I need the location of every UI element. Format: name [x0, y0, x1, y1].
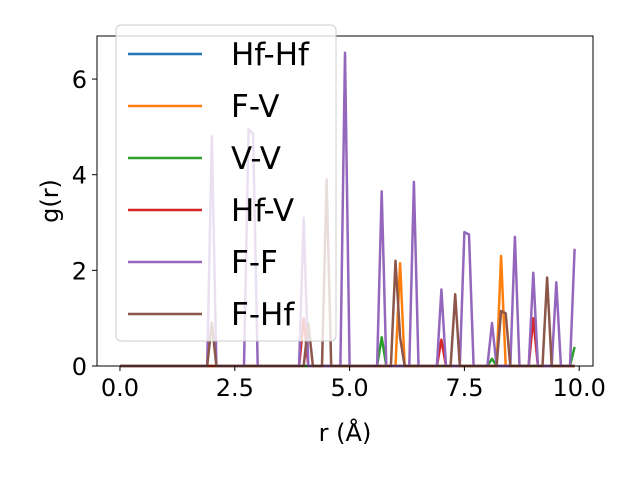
plot-frame: [96, 35, 594, 367]
legend-label: F-F: [231, 245, 278, 281]
legend-label: V-V: [231, 141, 281, 177]
y-tick-label: 4: [72, 162, 87, 190]
x-tick-label: 2.5: [216, 374, 254, 402]
y-tick-label: 6: [72, 66, 87, 94]
y-tick-label: 2: [72, 257, 87, 285]
legend: Hf-Hf F-V V-V Hf-V F-F F-Hf: [115, 24, 337, 342]
x-axis-ticks: 0.0 2.5 5.0 7.5 10.0: [101, 366, 606, 402]
x-tick-label: 10.0: [553, 374, 606, 402]
x-tick-label: 5.0: [331, 374, 369, 402]
y-axis-label: g(r): [36, 179, 64, 223]
y-tick-label: 0: [72, 353, 87, 381]
legend-label: F-Hf: [231, 297, 295, 333]
x-tick-label: 0.0: [101, 374, 139, 402]
legend-label: Hf-Hf: [231, 37, 310, 73]
y-axis-ticks: 0 2 4 6: [72, 66, 97, 381]
x-axis-label: r (Å): [319, 418, 372, 447]
x-tick-label: 7.5: [445, 374, 483, 402]
legend-label: Hf-V: [231, 193, 294, 229]
legend-label: F-V: [231, 89, 279, 125]
